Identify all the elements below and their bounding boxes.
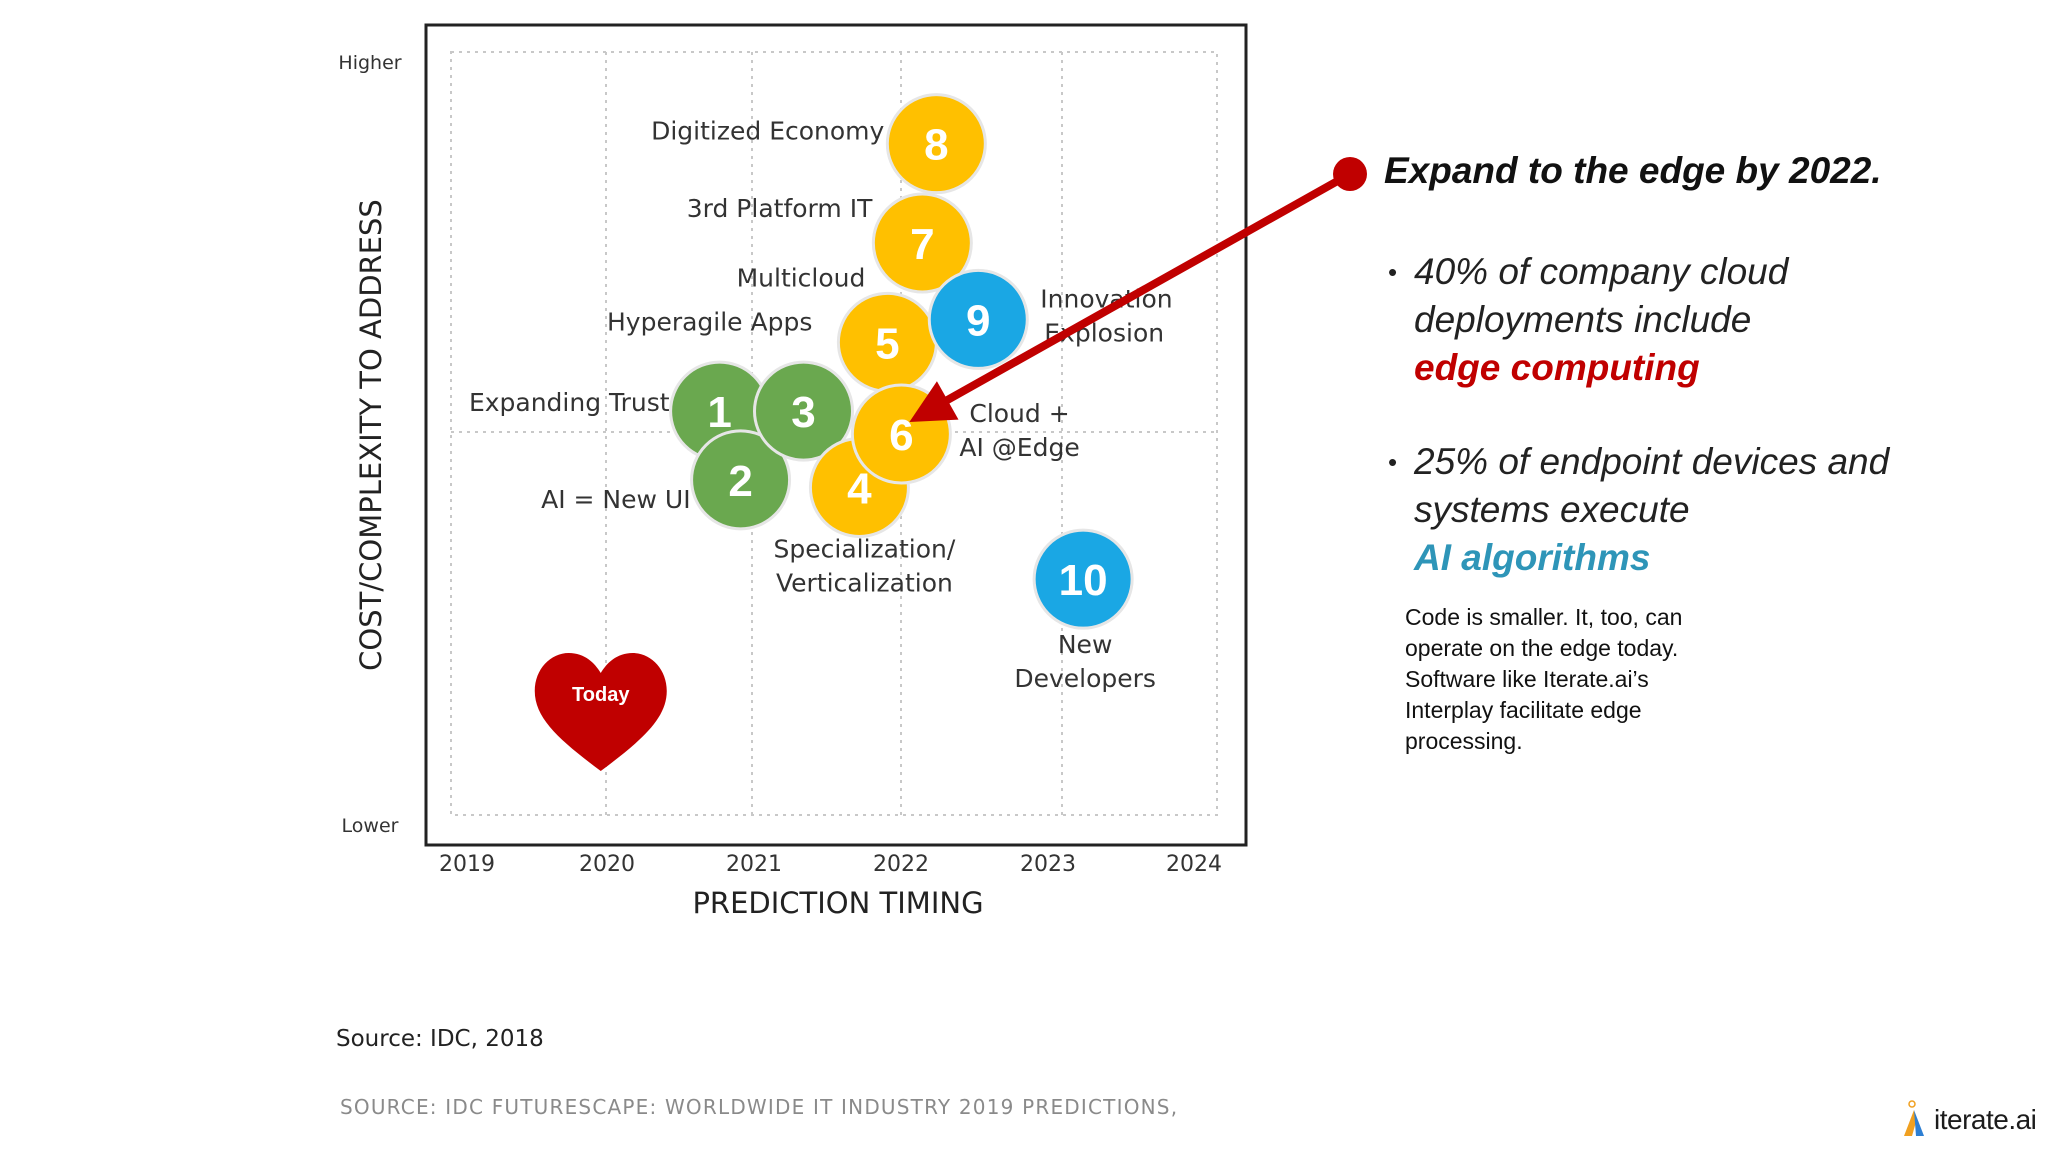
heart-shape	[534, 653, 667, 772]
bubble-number: 9	[966, 296, 990, 345]
bubble-label: New	[1058, 630, 1113, 659]
bubble-10: 10 New Developers	[1014, 528, 1156, 693]
bubble-circle	[753, 360, 854, 462]
bubble-number: 6	[889, 411, 913, 460]
bubble-label: Multicloud	[737, 263, 866, 292]
bullet-endpoint-devices: • 25% of endpoint devices and systems ex…	[1388, 438, 1908, 582]
bubble-number: 5	[875, 319, 899, 368]
panel-title: Expand to the edge by 2022.	[1384, 150, 1882, 191]
x-tick-label: 2022	[873, 852, 929, 877]
today-heart-icon: Today	[534, 653, 667, 772]
bubble-3: 3	[753, 360, 854, 462]
bubble-circle	[871, 192, 973, 294]
bubble-number: 2	[728, 457, 752, 506]
highlight-edge-computing: edge computing	[1414, 347, 1700, 388]
panel-note: Code is smaller. It, too, can operate on…	[1405, 604, 1683, 754]
iterate-logo: iterate.ai	[1900, 1098, 2037, 1142]
highlight-ai-algorithms: AI algorithms	[1414, 537, 1651, 578]
y-axis-label: COST/COMPLEXITY TO ADDRESS	[354, 199, 388, 671]
bubble-label: AI @Edge	[959, 433, 1079, 462]
y-tick-label-top: Higher	[338, 52, 401, 74]
y-tick-label-bottom: Lower	[342, 815, 399, 837]
x-tick-label: 2021	[726, 852, 782, 877]
bubble-2: 2 AI = New UI	[541, 429, 792, 531]
plot-inner-border	[450, 51, 1218, 816]
bubble-label: Cloud +	[969, 399, 1069, 428]
chart-source: Source: IDC, 2018	[336, 1026, 544, 1052]
bullet-text: 25% of endpoint devices and systems exec…	[1414, 441, 1890, 530]
bubble-8: 8 Digitized Economy	[651, 93, 987, 195]
bullet-text: 40% of company cloud deployments include	[1414, 251, 1789, 340]
bubble-circle	[885, 93, 987, 195]
bubble-circle	[1032, 528, 1134, 630]
x-tick-label: 2019	[439, 852, 495, 877]
logo-text: iterate.ai	[1934, 1104, 2037, 1135]
footer-source: SOURCE: IDC FUTURESCAPE: WORLDWIDE IT IN…	[340, 1095, 1179, 1119]
bubble-number: 8	[924, 121, 948, 170]
callout-arrow-line	[927, 170, 1354, 413]
x-tick-label: 2020	[579, 852, 635, 877]
bubble-number: 7	[910, 220, 934, 269]
today-label: Today	[572, 684, 630, 706]
bubble-number: 4	[847, 464, 872, 513]
bubble-number: 1	[707, 388, 731, 437]
bubble-label: AI = New UI	[541, 485, 690, 514]
bubble-number: 10	[1059, 556, 1108, 605]
x-tick-label: 2024	[1166, 852, 1222, 877]
bubble-label: Hyperagile Apps	[607, 307, 812, 336]
iterate-logo-icon	[1904, 1100, 1924, 1136]
bubble-label: Verticalization	[776, 568, 953, 597]
callout-dot	[1333, 157, 1367, 191]
bubble-7: 7 3rd Platform IT	[687, 192, 973, 294]
bubble-circle	[927, 268, 1029, 370]
bubble-label: Developers	[1014, 664, 1156, 693]
bubble-circle	[690, 429, 792, 531]
bullet-dot: •	[1388, 447, 1398, 477]
bullet-dot: •	[1388, 257, 1398, 287]
bubble-label: Expanding Trust	[469, 388, 670, 417]
x-axis-label: PREDICTION TIMING	[692, 886, 983, 920]
bubble-label: Specialization/	[774, 534, 956, 563]
callout-arrowhead	[909, 381, 959, 422]
bubble-label: Digitized Economy	[651, 117, 884, 146]
x-tick-label: 2023	[1020, 852, 1076, 877]
bullet-cloud-deployments: • 40% of company cloud deployments inclu…	[1388, 248, 1908, 392]
bubble-number: 3	[791, 388, 815, 437]
bubble-label: 3rd Platform IT	[687, 194, 873, 223]
